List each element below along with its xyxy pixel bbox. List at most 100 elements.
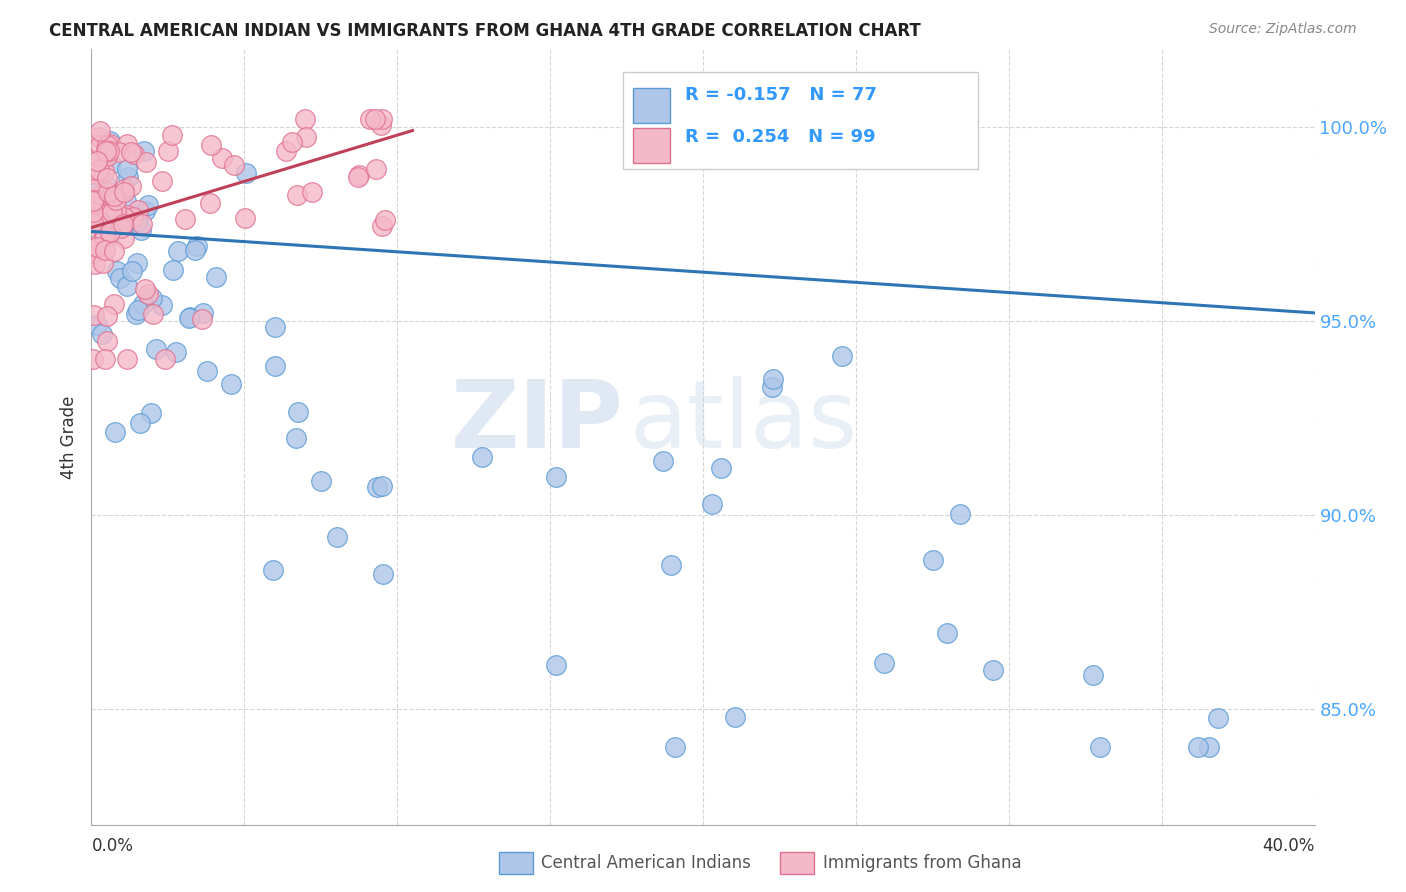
Text: 40.0%: 40.0%	[1263, 837, 1315, 855]
Point	[1083, 668, 1105, 682]
Point	[167, 244, 190, 258]
Point	[83, 308, 105, 322]
Point	[309, 474, 332, 488]
Point	[222, 158, 245, 172]
Point	[115, 137, 138, 152]
Point	[83, 166, 105, 180]
Point	[84, 205, 107, 219]
FancyBboxPatch shape	[633, 87, 671, 123]
Point	[141, 291, 163, 305]
Point	[86, 185, 108, 199]
Point	[97, 144, 120, 158]
Point	[89, 137, 111, 152]
Point	[115, 278, 138, 293]
Text: R =  0.254   N = 99: R = 0.254 N = 99	[685, 128, 876, 146]
Point	[134, 145, 156, 159]
Point	[371, 479, 394, 493]
Point	[96, 334, 118, 349]
Point	[132, 297, 155, 311]
Point	[121, 263, 143, 277]
Point	[111, 217, 134, 231]
Point	[160, 128, 183, 143]
Point	[96, 310, 118, 324]
Point	[108, 271, 131, 285]
Point	[82, 182, 104, 196]
Text: ZIP: ZIP	[450, 376, 623, 467]
Point	[1206, 710, 1229, 724]
Point	[1187, 740, 1209, 755]
Point	[652, 454, 675, 468]
Point	[96, 170, 118, 185]
Point	[205, 269, 228, 284]
Point	[89, 210, 111, 224]
Point	[82, 209, 104, 223]
Point	[82, 194, 104, 209]
Point	[96, 138, 118, 153]
Point	[139, 406, 162, 420]
Point	[120, 179, 142, 194]
Point	[157, 144, 180, 158]
Point	[98, 225, 121, 239]
Point	[120, 145, 142, 159]
Point	[112, 186, 135, 200]
Point	[103, 244, 125, 258]
Point	[193, 305, 215, 319]
Point	[87, 130, 110, 145]
Point	[89, 235, 111, 249]
Point	[100, 157, 122, 171]
Point	[1198, 740, 1220, 755]
Point	[90, 215, 112, 229]
Point	[84, 167, 107, 181]
Point	[83, 194, 105, 209]
Point	[83, 193, 105, 207]
Point	[134, 282, 156, 296]
Point	[471, 450, 494, 464]
FancyBboxPatch shape	[633, 128, 671, 163]
Point	[287, 188, 309, 202]
Point	[922, 552, 945, 566]
Point	[177, 310, 200, 325]
Point	[285, 431, 308, 445]
Point	[94, 352, 117, 367]
Point	[274, 144, 297, 158]
Point	[136, 197, 159, 211]
Point	[264, 319, 287, 334]
Point	[364, 112, 387, 126]
Point	[198, 195, 221, 210]
Point	[235, 165, 257, 179]
Point	[93, 230, 115, 244]
Point	[115, 352, 138, 367]
Point	[359, 112, 381, 126]
Point	[349, 169, 371, 183]
Point	[544, 470, 567, 484]
Point	[935, 626, 957, 640]
Point	[301, 185, 323, 199]
Point	[101, 205, 124, 219]
Point	[98, 136, 121, 151]
Point	[326, 530, 349, 544]
Point	[89, 162, 111, 177]
Point	[295, 129, 318, 144]
Point	[100, 203, 122, 218]
Text: Source: ZipAtlas.com: Source: ZipAtlas.com	[1209, 22, 1357, 37]
Point	[371, 112, 394, 126]
Point	[150, 174, 173, 188]
Point	[122, 146, 145, 161]
Point	[112, 210, 135, 224]
Point	[145, 343, 167, 357]
Point	[262, 563, 284, 577]
Point	[128, 416, 150, 430]
Point	[371, 219, 394, 234]
Point	[135, 154, 157, 169]
Point	[103, 297, 125, 311]
Point	[86, 318, 108, 332]
Point	[82, 216, 104, 230]
Point	[91, 256, 114, 270]
Point	[873, 656, 896, 670]
Point	[211, 151, 233, 165]
Point	[86, 240, 108, 254]
Point	[110, 220, 132, 235]
Point	[97, 229, 120, 244]
Point	[93, 164, 115, 178]
Point	[94, 144, 117, 158]
